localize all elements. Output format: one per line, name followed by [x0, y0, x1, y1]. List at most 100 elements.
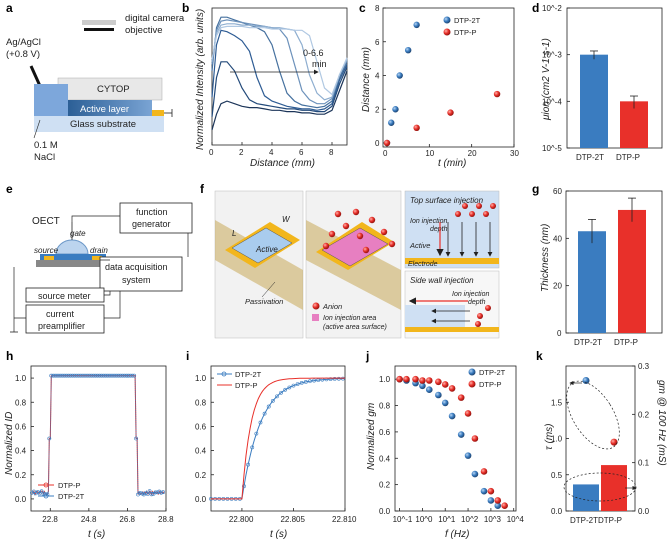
anion: [477, 313, 483, 319]
cytop-label: CYTOP: [97, 84, 130, 95]
xtick-label: DTP-P: [614, 338, 638, 347]
panel-d-letter: d: [532, 1, 539, 15]
point-DTP-2T: [435, 392, 442, 399]
ytick-label: 1.0: [15, 374, 27, 383]
panel-h-letter: h: [6, 349, 13, 363]
anion: [353, 209, 359, 215]
ytick-label: 0.2: [195, 471, 207, 480]
daq-label-2: system: [122, 275, 151, 285]
side-electrode-bar: [405, 327, 499, 332]
trace-DTP-2T: [211, 379, 345, 499]
point-DTP-2T: [449, 413, 456, 420]
plot-c-legend: DTP-2T DTP-P: [444, 16, 481, 37]
legend-label-dtpp-h: DTP-P: [58, 481, 81, 490]
side-depth-1: Ion injection: [452, 291, 489, 298]
point-DTP-P: [413, 125, 419, 131]
ytick-label: 0.8: [15, 398, 27, 407]
top-injection-title: Top surface injection: [410, 196, 484, 205]
xtick-label: 22.805: [280, 515, 305, 524]
legend-label-dtpp-j: DTP-P: [479, 380, 502, 389]
point-DTP-2T: [392, 106, 398, 112]
point-DTP-P: [472, 435, 479, 442]
intensity-curve-t6: [212, 24, 347, 100]
ytick-label: 8: [375, 4, 380, 13]
plot-g-ylabel: Thickness (nm): [540, 224, 551, 292]
ion-area-legend-icon: [312, 314, 319, 321]
plot-d-bars: 10^-510^-410^-310^-2DTP-2T DTP-P: [542, 4, 648, 162]
bar-DTP-2T: [578, 231, 606, 333]
legend-label-dtp2t-j: DTP-2T: [479, 368, 506, 377]
ytick-label: 0.0: [195, 495, 207, 504]
point-DTP-2T: [397, 72, 403, 78]
source-label: source: [34, 246, 59, 255]
amp-label-2: preamplifier: [38, 321, 85, 331]
bar-DTP-P: [618, 210, 646, 333]
side-active-region: [405, 305, 465, 327]
ytick-label: 0.8: [379, 402, 391, 411]
legend-marker-dtpp: [444, 29, 451, 36]
panel-j-letter: j: [365, 349, 369, 363]
ytick-label: 60: [553, 187, 562, 196]
point-DTP-P: [403, 376, 410, 383]
point-DTP-P: [396, 376, 403, 383]
L-label: L: [232, 229, 236, 238]
fg-label-2: generator: [132, 219, 171, 229]
xtick-label: 10^2: [461, 515, 479, 524]
ytick-label: 40: [553, 234, 562, 243]
panel-g: g 0 20 40 60 DTP-2T DTP-P Thickness (nm): [532, 182, 662, 347]
anion: [490, 203, 496, 209]
plot-g-bars: 0204060DTP-2T DTP-P: [553, 187, 646, 347]
legend-label-dtpp: DTP-P: [454, 28, 477, 37]
anion: [469, 211, 475, 217]
ref-electrode-label-1: Ag/AgCl: [6, 37, 41, 48]
plot-k-y2label: gm @ 100 Hz (mS): [656, 380, 667, 466]
point-DTP-P: [419, 377, 426, 384]
fg-label-1: function: [136, 207, 168, 217]
xtick-label: 10^3: [484, 515, 502, 524]
ytick-label: 0.6: [15, 422, 27, 431]
point-DTP-2T: [458, 431, 465, 438]
legend-marker-dtpp-j: [469, 381, 476, 388]
ref-electrode-label-2: (+0.8 V): [6, 49, 40, 60]
trace-DTP-P: [32, 376, 164, 495]
point-DTP-P: [465, 410, 472, 417]
plot-h-lines: 0.00.20.40.60.81.022.8 24.8 26.8 28.8: [15, 374, 174, 524]
legend-label-dtpp-i: DTP-P: [235, 381, 258, 390]
ytick-label: 0.6: [195, 422, 207, 431]
passivation-label: Passivation: [245, 297, 283, 306]
xtick-label: 30: [510, 149, 519, 158]
time-annotation-2: min: [312, 59, 327, 69]
legend-label-dtp2t-h: DTP-2T: [58, 492, 85, 501]
anion: [389, 241, 395, 247]
xtick-label: 28.8: [158, 515, 174, 524]
ytick-label: 6: [375, 38, 380, 47]
y2tick-label: 0.0: [638, 507, 650, 516]
ytick-label: 0.0: [15, 495, 27, 504]
anion-legend-label: Anion: [322, 302, 342, 311]
y2tick-label: 0.3: [638, 362, 650, 371]
plot-c-ylabel: Distance (mm): [361, 47, 372, 112]
ytick-label: 0.2: [15, 471, 27, 480]
point-DTP-P: [384, 140, 390, 146]
gate-label: gate: [70, 229, 86, 238]
plot-b-xticks: 0 2 4 6 8: [209, 142, 334, 157]
tau-group-ellipse: [556, 372, 630, 458]
panel-j: j 0.00.20.40.60.81.010^-1 10^0 10^1 10^2 10^…: [365, 349, 524, 540]
tau-point-DTP-P: [611, 439, 618, 446]
panel-h: h 0.0 0.2 0.4 0.6 0.8 1.0 22.8 24.8 26.8 28.8 DTP…: [4, 349, 174, 540]
electrode-label: Electrode: [408, 261, 438, 268]
plot-c-points: [384, 22, 500, 147]
xtick-label: 22.810: [332, 515, 357, 524]
point-DTP-P: [412, 376, 419, 383]
point-DTP-2T: [426, 386, 433, 393]
panel-k: k 0.00.51.01.50.00.10.20.3DTP-2T DTP-P τ …: [536, 349, 667, 525]
plot-i-frame: [211, 366, 345, 511]
y2tick-label: 0.1: [638, 459, 650, 468]
ytick-label: 1.0: [195, 374, 207, 383]
side-injection-title: Side wall injection: [410, 276, 474, 285]
legend-label-dtp2t-i: DTP-2T: [235, 370, 262, 379]
ytick-label: 0.4: [379, 454, 391, 463]
side-depth-2: depth: [468, 299, 486, 306]
point-DTP-2T: [405, 47, 411, 53]
electrode-pad: [152, 110, 164, 116]
